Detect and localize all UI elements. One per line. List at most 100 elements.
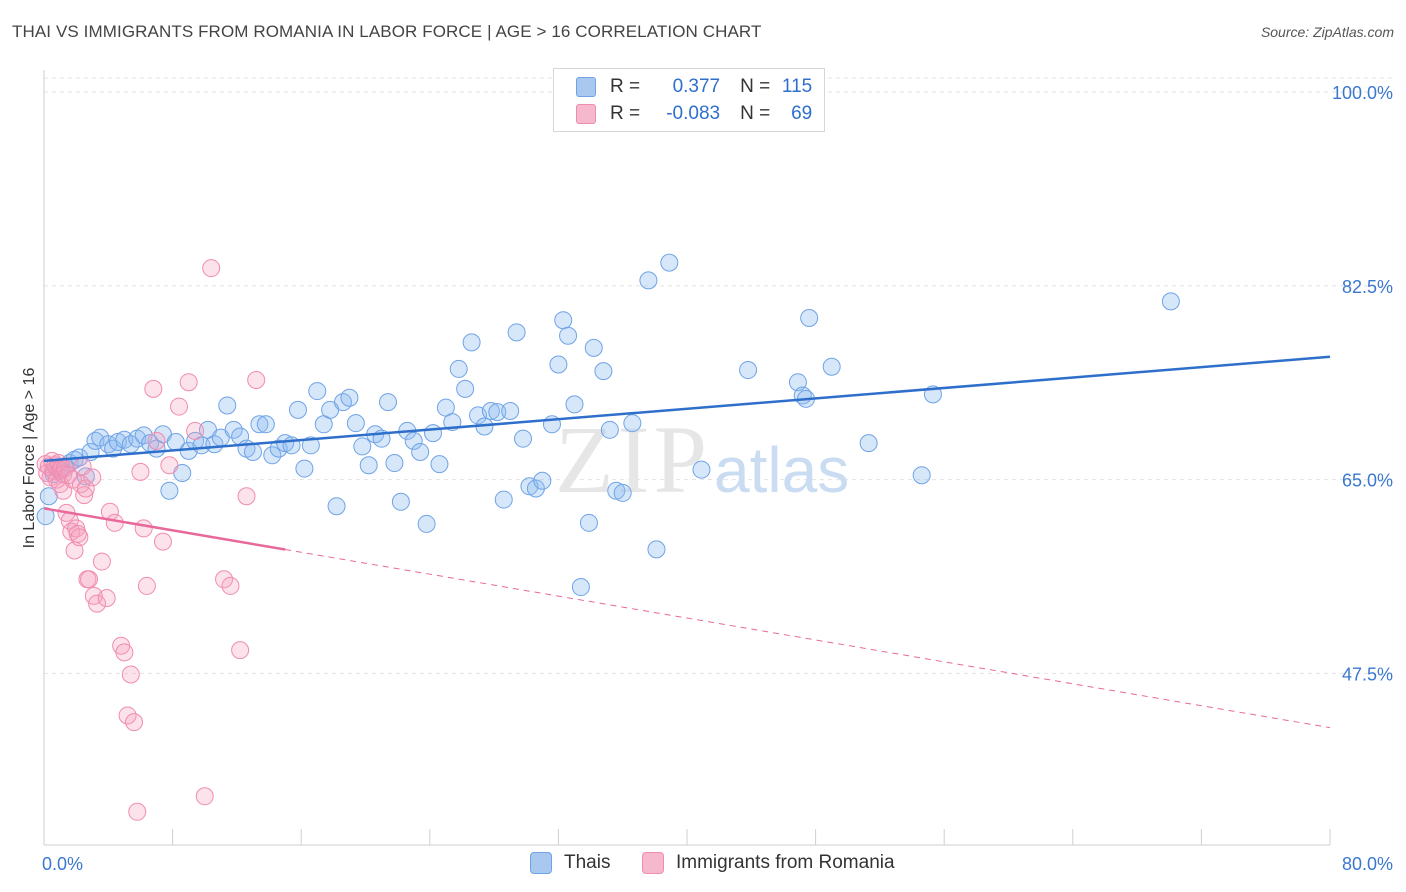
romania-point: [195, 787, 214, 806]
thais-point: [218, 396, 237, 415]
y-tick-label: 47.5%: [1342, 664, 1393, 684]
thais-point: [584, 338, 603, 357]
series-legend: Thais Immigrants from Romania: [0, 850, 1406, 878]
thais-point: [594, 362, 613, 381]
thais-point: [579, 513, 598, 532]
thais-point: [391, 492, 410, 511]
legend-n-label: N =: [740, 103, 771, 124]
tick-labels: 47.5% 65.0% 82.5% 100.0% 0.0% 80.0%: [42, 83, 1393, 874]
series-legend-romania[interactable]: Immigrants from Romania: [642, 852, 895, 874]
thais-point: [243, 442, 262, 461]
thais-point: [507, 323, 526, 342]
legend-r-label: R =: [610, 103, 641, 124]
thais-point: [449, 359, 468, 378]
thais-point: [1161, 292, 1180, 311]
thais-point: [424, 424, 443, 443]
romania-point: [118, 706, 137, 725]
romania-point: [202, 259, 221, 278]
thais-point: [256, 415, 275, 434]
romania-point: [125, 713, 144, 732]
romania-point: [221, 576, 240, 595]
romania-point: [70, 528, 89, 547]
x-tick-label: 80.0%: [1342, 854, 1393, 874]
legend-r-value: 0.377: [672, 76, 721, 97]
thais-point: [160, 481, 179, 500]
romania-point: [215, 570, 234, 589]
romania-point: [92, 552, 111, 571]
romania-point: [186, 421, 205, 440]
thais-point: [327, 497, 346, 516]
legend-n-value: 115: [781, 76, 813, 97]
series-label-romania: Immigrants from Romania: [676, 852, 895, 873]
romania-point: [97, 589, 116, 608]
source-label: Source: ZipAtlas.com: [1260, 24, 1394, 40]
thais-point: [533, 471, 552, 490]
thais-point: [359, 456, 378, 475]
romania-point: [179, 373, 198, 392]
thais-point: [488, 403, 507, 422]
thais-point: [613, 483, 632, 502]
romania-point: [68, 524, 87, 543]
correlation-legend: R = 0.377 N = 115 R = -0.083 N = 69: [553, 68, 825, 132]
romania-point: [76, 479, 95, 498]
thais-point: [462, 333, 481, 352]
thais-point: [800, 309, 819, 327]
romania-point: [137, 576, 156, 595]
romania-trend-line-extension: [285, 549, 1331, 729]
thais-point: [822, 357, 841, 376]
thais-point: [404, 431, 423, 450]
thais-point: [647, 540, 666, 559]
thais-point: [250, 415, 269, 434]
trend-lines: [43, 355, 1331, 729]
romania-point: [237, 487, 256, 506]
thais-point: [385, 454, 404, 473]
chart-title: THAI VS IMMIGRANTS FROM ROMANIA IN LABOR…: [12, 22, 762, 41]
thais-point: [481, 402, 500, 420]
romania-point: [147, 431, 166, 450]
thais-point: [859, 434, 878, 453]
thais-point: [430, 455, 449, 474]
thais-point: [739, 361, 758, 380]
thais-point: [379, 393, 398, 412]
watermark-atlas: atlas: [714, 434, 849, 506]
romania-point: [160, 456, 179, 475]
romania-point: [105, 513, 124, 532]
romania-point: [153, 532, 172, 551]
thais-point: [554, 311, 573, 330]
thais-point: [295, 459, 314, 478]
thais-point: [411, 442, 430, 461]
legend-r-value: -0.083: [666, 103, 721, 124]
thais-point: [224, 420, 243, 439]
thais-point: [571, 578, 590, 597]
thais-point: [340, 388, 359, 407]
thais-point: [288, 400, 307, 419]
y-axis-label: In Labor Force | Age > 16: [21, 368, 38, 549]
thais-point: [549, 355, 568, 374]
romania-point: [144, 379, 163, 398]
thais-point: [660, 253, 679, 272]
thais-point: [456, 379, 475, 398]
legend-row-romania: R = -0.083 N = 69: [576, 101, 812, 127]
thais-point: [623, 414, 642, 433]
grid-lines: [44, 77, 1392, 674]
romania-point: [131, 462, 150, 481]
romania-point: [231, 641, 250, 660]
romania-point: [80, 570, 99, 589]
romania-point: [83, 468, 102, 487]
series-legend-thais[interactable]: Thais: [530, 852, 610, 874]
series-swatch-thais: [530, 852, 552, 874]
series-label-thais: Thais: [564, 852, 611, 873]
legend-swatch-thais: [576, 77, 596, 97]
romania-point: [121, 665, 140, 684]
thais-point: [788, 373, 807, 392]
watermark: ZIP atlas: [555, 406, 849, 513]
romania-point: [75, 486, 94, 505]
thais-point: [301, 436, 320, 455]
romania-point: [170, 397, 189, 416]
legend-row-thais: R = 0.377 N = 115: [576, 74, 812, 100]
thais-point: [600, 420, 619, 439]
romania-point: [134, 519, 153, 538]
romania-point: [88, 594, 107, 613]
y-tick-label: 100.0%: [1332, 83, 1393, 103]
romania-point: [128, 802, 147, 821]
